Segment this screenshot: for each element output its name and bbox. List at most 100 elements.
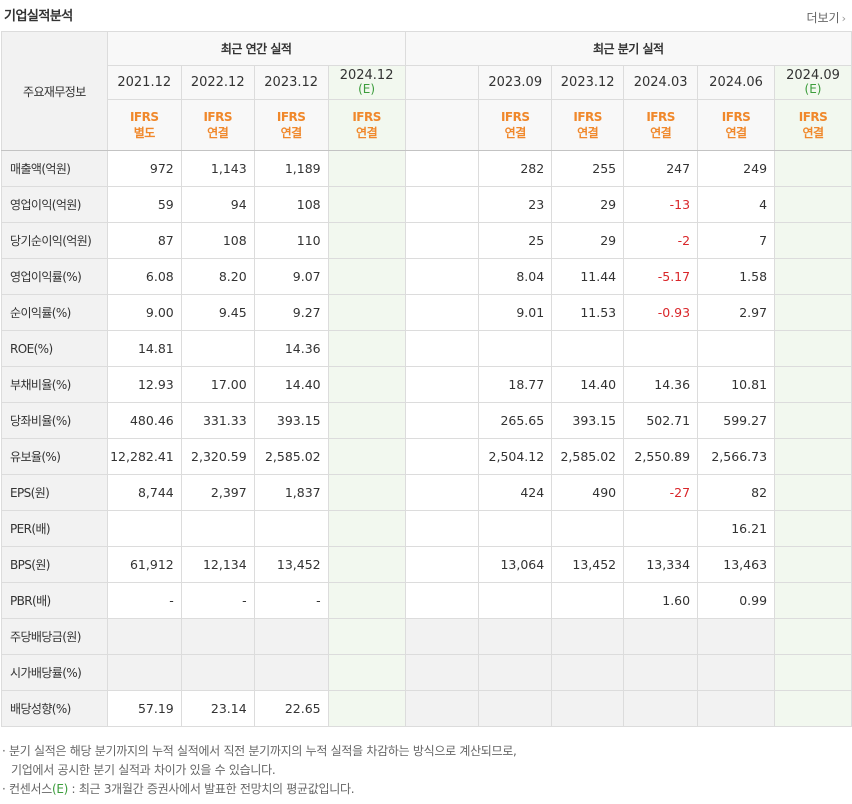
bullet: · bbox=[2, 782, 6, 796]
basis-standard: IFRS bbox=[352, 110, 381, 124]
spacer-cell bbox=[404, 618, 480, 655]
table-cell bbox=[551, 690, 625, 727]
table-cell bbox=[327, 510, 406, 547]
table-row: ROE(%) 14.81 14.36 bbox=[1, 330, 852, 367]
table-cell bbox=[327, 402, 406, 439]
period-header: 2024.06 bbox=[697, 65, 776, 100]
table-cell bbox=[774, 546, 852, 583]
footnote-1b-text: 기업에서 공시한 분기 실적과 차이가 있을 수 있습니다. bbox=[11, 763, 276, 777]
period-header: 2024.12 (E) bbox=[327, 65, 406, 100]
basis-standard: IFRS bbox=[798, 110, 828, 124]
table-cell bbox=[180, 654, 255, 691]
table-cell: 1,189 bbox=[253, 150, 329, 187]
basis-standard: IFRS bbox=[276, 110, 306, 124]
table-cell: -27 bbox=[623, 474, 699, 511]
period-label: 2024.06 bbox=[709, 75, 763, 90]
table-cell: 108 bbox=[180, 222, 255, 259]
table-cell: 0.99 bbox=[697, 582, 776, 619]
basis-type: 연결 bbox=[207, 126, 229, 140]
footnote-2: · 컨센서스(E) : 최근 3개월간 증권사에서 발표한 전망치의 평균값입니… bbox=[2, 779, 517, 799]
table-row: 매출액(억원) 972 1,143 1,189 282 255 247 249 bbox=[1, 150, 852, 187]
table-cell: 12,134 bbox=[180, 546, 255, 583]
table-cell: 282 bbox=[478, 150, 553, 187]
table-cell: 8,744 bbox=[106, 474, 182, 511]
period-label: 2021.12 bbox=[117, 75, 172, 90]
table-cell: 23 bbox=[478, 186, 553, 223]
table-cell bbox=[106, 654, 182, 691]
table-cell: 18.77 bbox=[478, 366, 553, 403]
table-cell bbox=[774, 582, 852, 619]
table-cell bbox=[551, 618, 625, 655]
table-cell: 11.53 bbox=[551, 294, 625, 331]
table-cell bbox=[623, 618, 699, 655]
basis-type: 연결 bbox=[504, 126, 527, 140]
table-cell bbox=[623, 330, 699, 367]
table-cell bbox=[774, 258, 852, 295]
spacer-cell bbox=[404, 65, 480, 100]
table-cell: 12,282.41 bbox=[106, 438, 182, 475]
table-cell: 9.27 bbox=[253, 294, 329, 331]
table-cell: 7 bbox=[697, 222, 776, 259]
row-label: BPS(원) bbox=[1, 546, 108, 583]
table-cell: 4 bbox=[697, 186, 776, 223]
spacer-cell bbox=[404, 510, 480, 547]
table-row: 주당배당금(원) bbox=[1, 618, 852, 655]
table-cell: -2 bbox=[623, 222, 699, 259]
basis-header: IFRS 연결 bbox=[180, 99, 255, 151]
spacer-cell bbox=[404, 582, 480, 619]
table-cell bbox=[774, 654, 852, 691]
spacer-cell bbox=[404, 258, 480, 295]
period-label: 2024.03 bbox=[633, 75, 688, 90]
financial-table: 주요재무정보 최근 연간 실적 최근 분기 실적 2021.12 2022.12 2… bbox=[1, 31, 852, 727]
table-cell: 490 bbox=[551, 474, 625, 511]
table-cell: 87 bbox=[106, 222, 182, 259]
table-cell: 57.19 bbox=[106, 690, 182, 727]
table-cell: 14.36 bbox=[623, 366, 699, 403]
table-cell bbox=[478, 582, 553, 619]
table-cell bbox=[327, 546, 406, 583]
table-cell bbox=[551, 582, 625, 619]
spacer-cell bbox=[404, 99, 480, 151]
table-cell: 23.14 bbox=[180, 690, 255, 727]
table-cell: - bbox=[106, 582, 182, 619]
table-cell bbox=[478, 654, 553, 691]
basis-header: IFRS 연결 bbox=[774, 99, 852, 151]
spacer-cell bbox=[404, 474, 480, 511]
period-header: 2023.12 bbox=[551, 65, 625, 100]
table-cell bbox=[327, 438, 406, 475]
row-label: 시가배당률(%) bbox=[1, 654, 108, 691]
table-cell: 6.08 bbox=[106, 258, 182, 295]
table-cell: 11.44 bbox=[551, 258, 625, 295]
table-cell bbox=[180, 330, 255, 367]
table-cell bbox=[774, 150, 852, 187]
estimate-mark: (E) bbox=[52, 782, 69, 796]
period-header: 2023.12 bbox=[253, 65, 329, 100]
more-label[interactable]: 더보기 bbox=[806, 11, 840, 25]
table-cell bbox=[327, 366, 406, 403]
table-cell: 1.60 bbox=[623, 582, 699, 619]
table-row: 배당성향(%) 57.19 23.14 22.65 bbox=[1, 690, 852, 727]
table-cell: 331.33 bbox=[180, 402, 255, 439]
basis-standard: IFRS bbox=[646, 110, 675, 124]
table-row: 시가배당률(%) bbox=[1, 654, 852, 691]
period-label: 2024.09 bbox=[786, 68, 840, 83]
spacer-cell bbox=[404, 402, 480, 439]
table-cell: 599.27 bbox=[697, 402, 776, 439]
period-label: 2023.12 bbox=[560, 75, 615, 90]
basis-type: 연결 bbox=[725, 126, 748, 140]
table-cell: 2,550.89 bbox=[623, 438, 699, 475]
table-cell bbox=[327, 690, 406, 727]
spacer-cell bbox=[404, 330, 480, 367]
bullet: · bbox=[2, 744, 6, 758]
spacer-cell bbox=[404, 546, 480, 583]
row-label: EPS(원) bbox=[1, 474, 108, 511]
table-cell bbox=[697, 654, 776, 691]
basis-header: IFRS 연결 bbox=[551, 99, 625, 151]
annual-group-header: 최근 연간 실적 bbox=[106, 31, 406, 66]
table-cell: 14.36 bbox=[253, 330, 329, 367]
more-link[interactable]: 더보기 › bbox=[806, 9, 846, 26]
spacer-cell bbox=[404, 366, 480, 403]
row-label: 당기순이익(억원) bbox=[1, 222, 108, 259]
table-cell: 1,837 bbox=[253, 474, 329, 511]
footnote-2-prefix: 컨센서스 bbox=[9, 782, 52, 796]
